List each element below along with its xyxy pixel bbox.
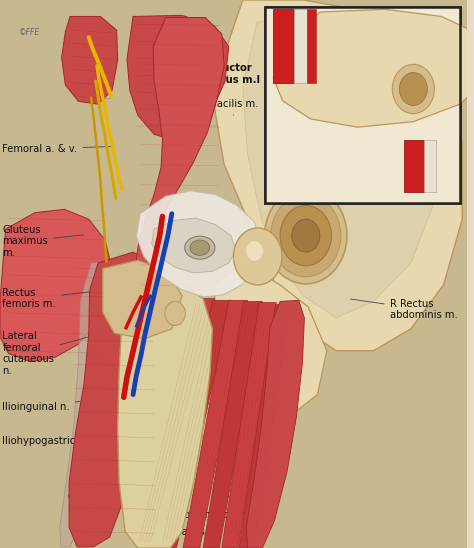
Polygon shape — [222, 302, 276, 548]
Text: Psoas major m.: Psoas major m. — [173, 504, 249, 520]
Polygon shape — [239, 305, 291, 548]
Bar — [294, 9, 307, 83]
Polygon shape — [137, 191, 261, 297]
Polygon shape — [215, 263, 327, 416]
Circle shape — [292, 219, 320, 252]
Bar — [273, 9, 294, 83]
Polygon shape — [152, 218, 236, 273]
Text: Femoral a. & v.: Femoral a. & v. — [2, 144, 113, 154]
Text: Ilioinguinal n.: Ilioinguinal n. — [2, 399, 98, 412]
Bar — [265, 7, 460, 203]
Polygon shape — [215, 0, 462, 351]
Bar — [404, 140, 424, 192]
Text: ©FFE: ©FFE — [18, 28, 40, 37]
Polygon shape — [246, 300, 304, 548]
Text: Quadratus
lumborum m.: Quadratus lumborum m. — [68, 492, 135, 514]
Polygon shape — [0, 209, 112, 362]
Bar — [265, 7, 460, 203]
Circle shape — [246, 241, 263, 261]
Bar — [307, 9, 317, 83]
Text: Iliacus m.: Iliacus m. — [173, 513, 220, 536]
Polygon shape — [118, 281, 212, 548]
Polygon shape — [137, 18, 224, 299]
Circle shape — [233, 228, 282, 285]
Polygon shape — [203, 301, 263, 548]
Text: Iliohypogastric n.: Iliohypogastric n. — [2, 433, 98, 446]
Polygon shape — [103, 260, 182, 339]
Text: Gluteus
maximus
m.: Gluteus maximus m. — [2, 225, 83, 258]
Circle shape — [264, 187, 347, 284]
Text: R Rectus
abdominis m.: R Rectus abdominis m. — [351, 299, 457, 321]
Circle shape — [392, 64, 434, 113]
Polygon shape — [243, 16, 434, 318]
Polygon shape — [62, 16, 118, 104]
Circle shape — [271, 195, 341, 277]
Circle shape — [399, 72, 428, 105]
Polygon shape — [273, 9, 474, 127]
Text: Adductor
longus m.l: Adductor longus m.l — [201, 63, 260, 85]
Polygon shape — [183, 300, 247, 548]
Text: Lateral
femoral
cutaneous
n.: Lateral femoral cutaneous n. — [2, 331, 95, 376]
Circle shape — [280, 206, 331, 266]
Ellipse shape — [190, 240, 210, 255]
Polygon shape — [138, 299, 215, 548]
Polygon shape — [69, 252, 166, 547]
Bar — [265, 7, 460, 203]
Polygon shape — [127, 15, 229, 140]
Polygon shape — [196, 362, 290, 471]
Polygon shape — [60, 262, 108, 547]
Circle shape — [165, 301, 185, 326]
Bar — [424, 140, 436, 192]
Text: Gracilis m.: Gracilis m. — [205, 99, 259, 115]
Text: Rectus
femoris m.: Rectus femoris m. — [2, 288, 91, 310]
Polygon shape — [161, 300, 231, 548]
Ellipse shape — [185, 236, 215, 259]
